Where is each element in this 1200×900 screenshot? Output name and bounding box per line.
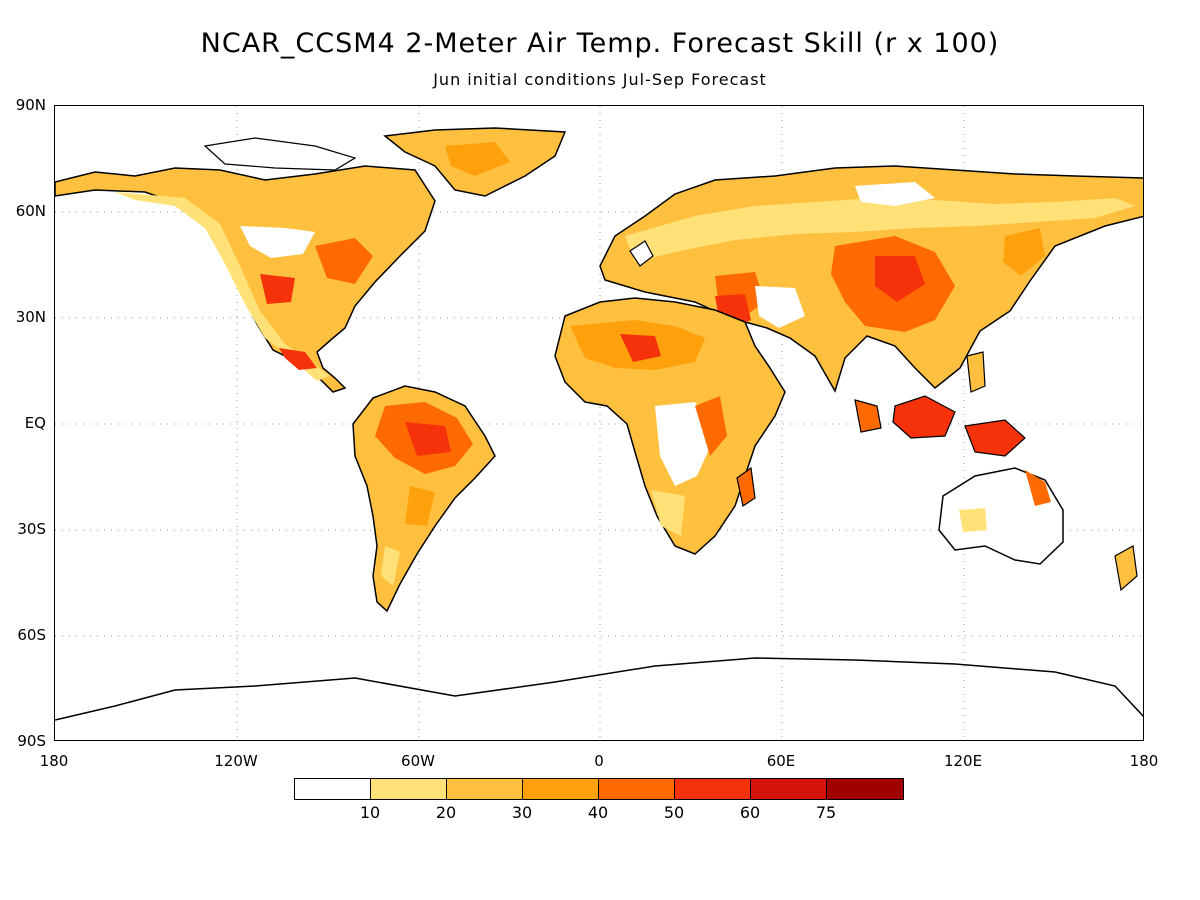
colorbar-label-50: 50: [663, 803, 685, 822]
colorbar-swatch-2: [447, 779, 523, 799]
lat-label-30n: 30N: [15, 308, 46, 326]
lon-label-120e: 120E: [943, 752, 983, 770]
colorbar-swatch-4: [599, 779, 675, 799]
lat-label-30s: 30S: [17, 520, 46, 538]
lon-label-120w: 120W: [214, 752, 258, 770]
africa: [554, 297, 786, 555]
eurasia: [599, 165, 1143, 393]
lon-label-0: 0: [594, 752, 604, 770]
new-zealand: [1114, 545, 1138, 592]
colorbar-label-60: 60: [739, 803, 761, 822]
maritime-continent: [854, 351, 1026, 457]
lat-label-60n: 60N: [15, 202, 46, 220]
colorbar: [294, 778, 904, 800]
colorbar-swatch-1: [371, 779, 447, 799]
north-america: [55, 127, 567, 393]
lon-label-60e: 60E: [766, 752, 796, 770]
colorbar-label-75: 75: [815, 803, 837, 822]
map-subtitle: Jun initial conditions Jul-Sep Forecast: [433, 70, 767, 89]
lon-label-60w: 60W: [401, 752, 435, 770]
map-panel: [54, 105, 1144, 741]
lat-label-eq: EQ: [24, 414, 46, 432]
world-map: [55, 106, 1143, 740]
south-america: [352, 385, 496, 613]
colorbar-label-20: 20: [435, 803, 457, 822]
antarctica-coastline: [55, 657, 1143, 721]
colorbar-swatch-5: [675, 779, 751, 799]
colorbar-label-10: 10: [359, 803, 381, 822]
lat-label-60s: 60S: [17, 626, 46, 644]
colorbar-swatch-7: [827, 779, 903, 799]
lat-label-90s: 90S: [17, 732, 46, 750]
british-isles: [629, 240, 654, 267]
madagascar: [736, 466, 756, 507]
colorbar-swatch-0: [295, 779, 371, 799]
colorbar-label-30: 30: [511, 803, 533, 822]
colorbar-swatch-6: [751, 779, 827, 799]
lat-label-90n: 90N: [15, 96, 46, 114]
map-title: NCAR_CCSM4 2-Meter Air Temp. Forecast Sk…: [200, 28, 1000, 59]
lon-label-180w: 180: [39, 752, 69, 770]
colorbar-label-40: 40: [587, 803, 609, 822]
colorbar-swatch-3: [523, 779, 599, 799]
lon-label-180e: 180: [1129, 752, 1159, 770]
australia: [938, 467, 1138, 592]
